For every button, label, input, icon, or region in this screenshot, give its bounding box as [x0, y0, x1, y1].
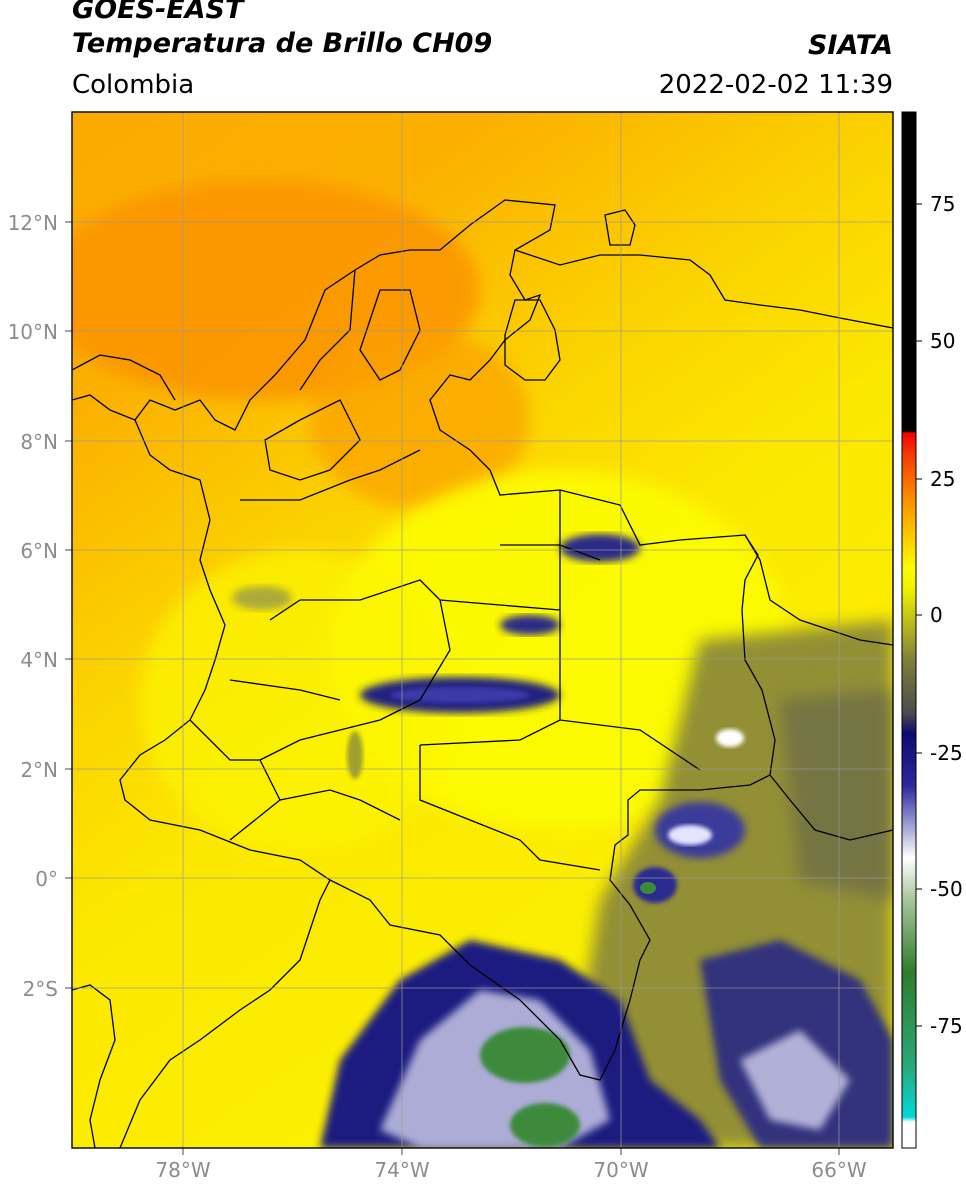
border-line: [769, 774, 893, 841]
lon-label: 74°W: [374, 1158, 429, 1182]
border-line: [419, 745, 601, 871]
colorbar-label: 0: [930, 603, 943, 627]
border-line: [229, 679, 341, 701]
colorbar-label: -50: [930, 877, 963, 901]
lat-label: 10°N: [8, 320, 58, 344]
map-field: [72, 112, 893, 1148]
lat-label: 2°N: [20, 758, 58, 782]
border-line: [259, 579, 451, 761]
lon-label: 66°W: [811, 1158, 866, 1182]
border-line: [189, 719, 281, 801]
border-line: [72, 354, 176, 401]
latitude-labels: 12°N 10°N 8°N 6°N 4°N 2°N 0° 2°S: [8, 211, 58, 1001]
graticule: [65, 112, 893, 1155]
lon-label: 78°W: [155, 1158, 210, 1182]
country-borders: [72, 199, 893, 1148]
lat-label: 8°N: [20, 430, 58, 454]
colorbar-label: -25: [930, 741, 963, 765]
lat-label: 2°S: [23, 977, 58, 1001]
product-title: Temperatura de Brillo CH09: [72, 28, 493, 59]
colorbar-label: 50: [930, 329, 955, 353]
colorbar-label: 75: [930, 192, 955, 216]
border-line: [500, 544, 601, 561]
lat-label: 6°N: [20, 539, 58, 563]
border-line: [504, 299, 561, 381]
map-frame: [71, 111, 894, 1149]
lat-label: 12°N: [8, 211, 58, 235]
border-line: [264, 399, 361, 481]
lat-label: 4°N: [20, 648, 58, 672]
source-label: SIATA: [807, 30, 893, 61]
satellite-title: GOES-EAST: [72, 0, 244, 25]
border-line: [240, 449, 421, 501]
region-label: Colombia: [72, 70, 195, 100]
border-line: [439, 599, 561, 611]
colorbar-scale: [901, 111, 917, 1149]
border-line: [359, 289, 421, 381]
border-line: [744, 534, 893, 646]
colorbar-label: -75: [930, 1014, 963, 1038]
lon-label: 70°W: [593, 1158, 648, 1182]
border-line: [299, 269, 356, 391]
border-line: [119, 199, 776, 1081]
colorbar: 75 50 25 0 -25 -50 -75: [901, 111, 963, 1149]
datetime-label: 2022-02-02 11:39: [658, 70, 893, 100]
colorbar-label: 25: [930, 467, 955, 491]
longitude-labels: 78°W 74°W 70°W 66°W: [155, 1158, 866, 1182]
lat-label: 0°: [35, 867, 58, 891]
border-line: [119, 879, 331, 1148]
border-line: [72, 984, 116, 1148]
border-line: [72, 394, 136, 421]
border-line: [269, 599, 301, 621]
border-line: [604, 209, 636, 246]
border-line: [514, 249, 893, 329]
border-line: [229, 789, 401, 841]
